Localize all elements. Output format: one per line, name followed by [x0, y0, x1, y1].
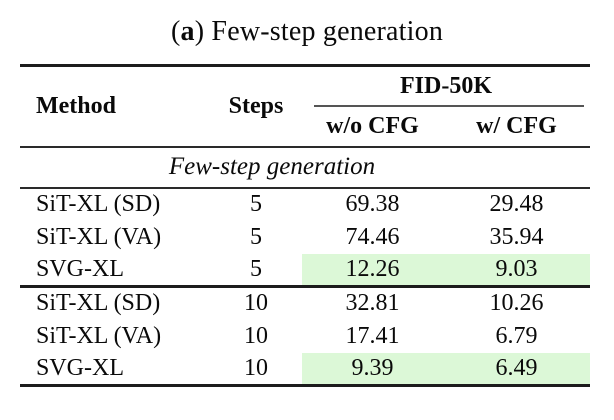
fid-wo-cfg-cell: 74.46: [345, 223, 400, 250]
table-row: SiT-XL (VA) 5 74.46 35.94: [20, 221, 590, 254]
table-row: SiT-XL (VA) 10 17.41 6.79: [20, 320, 590, 353]
steps-cell: 10: [244, 354, 268, 381]
table-row: SiT-XL (SD) 5 69.38 29.48: [20, 188, 590, 221]
col-header-method: Method: [36, 92, 116, 119]
steps-cell: 10: [244, 322, 268, 349]
header-row-sub: w/o CFG w/ CFG: [20, 107, 590, 147]
caption-text: Few-step generation: [204, 16, 444, 47]
fid-w-cfg-cell: 6.79: [495, 322, 538, 349]
col-header-wo-cfg: w/o CFG: [326, 112, 419, 139]
fid-wo-cfg-cell: 32.81: [345, 290, 400, 317]
fid-wo-cfg-cell: 17.41: [345, 322, 400, 349]
group-5-steps: SiT-XL (SD) 5 69.38 29.48 SiT-XL (VA) 5 …: [20, 188, 590, 287]
fid-wo-cfg-cell: 69.38: [345, 191, 400, 217]
caption-subfigure-label: a: [180, 16, 195, 47]
method-cell: SiT-XL (VA): [36, 322, 162, 349]
caption-paren-close: ): [194, 16, 205, 47]
fid-w-cfg-cell: 10.26: [489, 290, 544, 317]
steps-cell: 10: [244, 290, 268, 317]
col-header-fid50k: FID-50K: [302, 66, 590, 107]
method-cell: SiT-XL (SD): [36, 191, 161, 217]
col-header-steps: Steps: [228, 92, 284, 119]
table-row: SVG-XL 5 12.26 9.03: [20, 253, 590, 287]
fid-w-cfg-cell-highlighted: 6.49: [443, 352, 590, 386]
group-10-steps: SiT-XL (SD) 10 32.81 10.26 SiT-XL (VA) 1…: [20, 286, 590, 386]
table-header: Method Steps FID-50K w/o CFG w/ CFG: [20, 66, 590, 147]
fid-results-table: Method Steps FID-50K w/o CFG w/ CFG Few-…: [20, 64, 590, 387]
fid-wo-cfg-cell-highlighted: 9.39: [302, 352, 443, 386]
col-header-w-cfg: w/ CFG: [476, 112, 557, 139]
method-cell: SiT-XL (VA): [36, 223, 162, 250]
table-caption: (a) Few-step generation: [0, 12, 614, 52]
steps-cell: 5: [250, 191, 262, 217]
method-cell: SVG-XL: [36, 255, 124, 282]
fid-w-cfg-cell: 35.94: [489, 223, 544, 250]
table-row: SVG-XL 10 9.39 6.49: [20, 352, 590, 386]
steps-cell: 5: [250, 255, 262, 282]
steps-cell: 5: [250, 223, 262, 250]
fid-w-cfg-cell-highlighted: 9.03: [443, 253, 590, 287]
method-cell: SiT-XL (SD): [36, 290, 161, 317]
fid-w-cfg-cell: 29.48: [489, 191, 544, 217]
section-header-row: Few-step generation: [20, 146, 590, 189]
section-label: Few-step generation: [20, 146, 590, 189]
fid-wo-cfg-cell-highlighted: 12.26: [302, 253, 443, 287]
method-cell: SVG-XL: [36, 354, 124, 381]
table-row: SiT-XL (SD) 10 32.81 10.26: [20, 287, 590, 320]
header-row-top: Method Steps FID-50K: [20, 66, 590, 119]
caption-paren-open: (: [170, 16, 181, 47]
